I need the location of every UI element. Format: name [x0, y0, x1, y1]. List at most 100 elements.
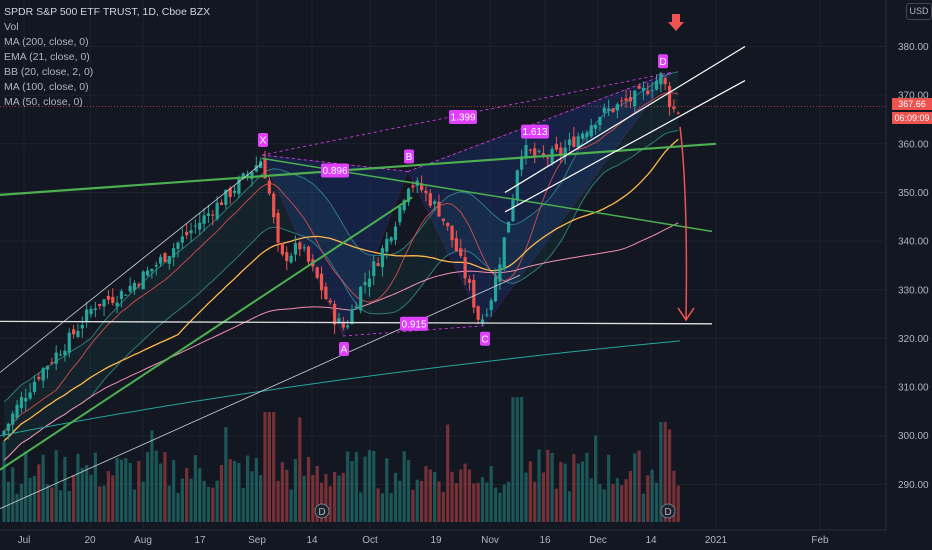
volume-bar [476, 482, 480, 522]
volume-bar [437, 481, 441, 522]
volume-bar [85, 465, 89, 522]
volume-bar [480, 477, 485, 522]
volume-bar [180, 478, 184, 522]
indicator-bb[interactable]: BB (20, close, 2, 0) [4, 66, 94, 78]
price-tick-label: 290.00 [898, 480, 929, 491]
candle-body [228, 188, 232, 197]
volume-bar [420, 480, 424, 522]
candle-body [293, 243, 298, 255]
volume-bar [533, 481, 537, 522]
price-tick-label: 350.00 [898, 188, 929, 199]
candle-body [163, 253, 167, 262]
ratio-label: 0.915 [401, 319, 426, 330]
ratio-label-box [521, 124, 549, 139]
candle-body [433, 201, 437, 204]
volume-bar [224, 427, 228, 522]
price-tick-label: 360.00 [898, 139, 929, 150]
volume-bar [654, 482, 659, 522]
candle-body [337, 318, 341, 324]
price-tick-label: 320.00 [898, 334, 929, 345]
price-tick-label: 370.00 [898, 91, 929, 102]
time-tick-label: 14 [645, 535, 657, 546]
pattern-ratio-line [261, 71, 673, 156]
candle-body [124, 294, 128, 296]
candle-body [480, 319, 485, 324]
volume-bar [572, 454, 576, 522]
volume-bar [132, 489, 137, 522]
candle-body [363, 282, 367, 286]
candle-body [367, 278, 371, 287]
volume-bar [50, 487, 54, 522]
volume-bar [237, 462, 241, 522]
volume-bar [285, 469, 289, 522]
candle-body [98, 303, 102, 306]
indicator-ma50[interactable]: MA (50, close, 0) [4, 96, 83, 108]
candle-body [563, 147, 567, 158]
price-tick-label: 300.00 [898, 431, 929, 442]
volume-bar [354, 452, 358, 522]
pattern-ratio-line [261, 154, 409, 172]
candle-body [520, 156, 524, 170]
candle-body [507, 221, 511, 233]
ma100-line [3, 222, 679, 461]
volume-bar [472, 483, 476, 522]
volume-bar [563, 463, 567, 522]
candle-body [524, 145, 528, 159]
pattern-ratio-line [407, 71, 673, 172]
volume-bar [641, 493, 646, 522]
candle-body [115, 302, 119, 307]
candle-body [63, 350, 67, 356]
volume-bar [6, 481, 10, 522]
volume-bar [485, 482, 489, 522]
volume-bar [198, 468, 202, 522]
indicator-ema21[interactable]: EMA (21, close, 0) [4, 51, 90, 63]
volume-bar [663, 422, 667, 522]
price-axis: 380.00 370.00 360.00 350.00 340.00 330.00 320.… [885, 0, 929, 530]
volume-bar [185, 467, 189, 522]
candle-body [502, 237, 506, 270]
candle-body [428, 193, 432, 206]
indicator-vol[interactable]: Vol [4, 21, 19, 33]
ma200-line [0, 340, 681, 437]
candle-body [446, 222, 450, 227]
volume-bar [580, 461, 585, 522]
volume-bar [537, 449, 541, 522]
volume-bar [11, 467, 15, 522]
volume-bar [141, 481, 145, 522]
candle-body [141, 271, 145, 290]
green-trendline-long [0, 142, 717, 196]
volume-bar [389, 492, 393, 522]
indicator-ma100[interactable]: MA (100, close, 0) [4, 81, 89, 93]
candle-body [372, 261, 376, 277]
candle-body [498, 264, 502, 282]
volume-bar [115, 457, 119, 522]
time-tick-label: Oct [362, 535, 378, 546]
pattern-point-x: X [260, 135, 267, 146]
time-tick-label: Dec [589, 535, 607, 546]
candle-body [72, 329, 76, 335]
currency-badge[interactable]: USD [906, 3, 932, 20]
volume-bar [150, 430, 154, 522]
volume-bar [2, 441, 6, 522]
candle-body [167, 256, 171, 264]
candle-body [406, 188, 411, 202]
candle-body [219, 202, 224, 206]
volume-bar [15, 493, 19, 522]
candle-body [28, 392, 32, 399]
candle-body [533, 148, 537, 156]
volume-bar [363, 456, 367, 522]
candle-body [659, 73, 663, 85]
candle-body [93, 308, 97, 311]
volume-bar [459, 469, 463, 522]
candle-body [285, 252, 289, 261]
volume-bar [411, 489, 415, 522]
indicator-ma200[interactable]: MA (200, close, 0) [4, 36, 89, 48]
volume-bar [546, 449, 550, 522]
candle-body [189, 230, 193, 234]
candle-body [385, 238, 389, 252]
volume-bar [106, 471, 110, 522]
candle-body [420, 183, 424, 191]
candle-body [45, 366, 50, 370]
volume-bar [93, 452, 97, 522]
